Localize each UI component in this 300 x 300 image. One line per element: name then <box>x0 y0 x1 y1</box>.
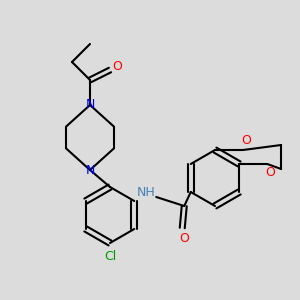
Text: O: O <box>112 61 122 74</box>
Text: O: O <box>241 134 251 148</box>
Text: O: O <box>179 232 189 244</box>
Text: O: O <box>265 167 275 179</box>
Text: N: N <box>85 98 95 112</box>
Text: Cl: Cl <box>104 250 116 262</box>
Text: N: N <box>85 164 95 176</box>
Text: NH: NH <box>137 187 156 200</box>
